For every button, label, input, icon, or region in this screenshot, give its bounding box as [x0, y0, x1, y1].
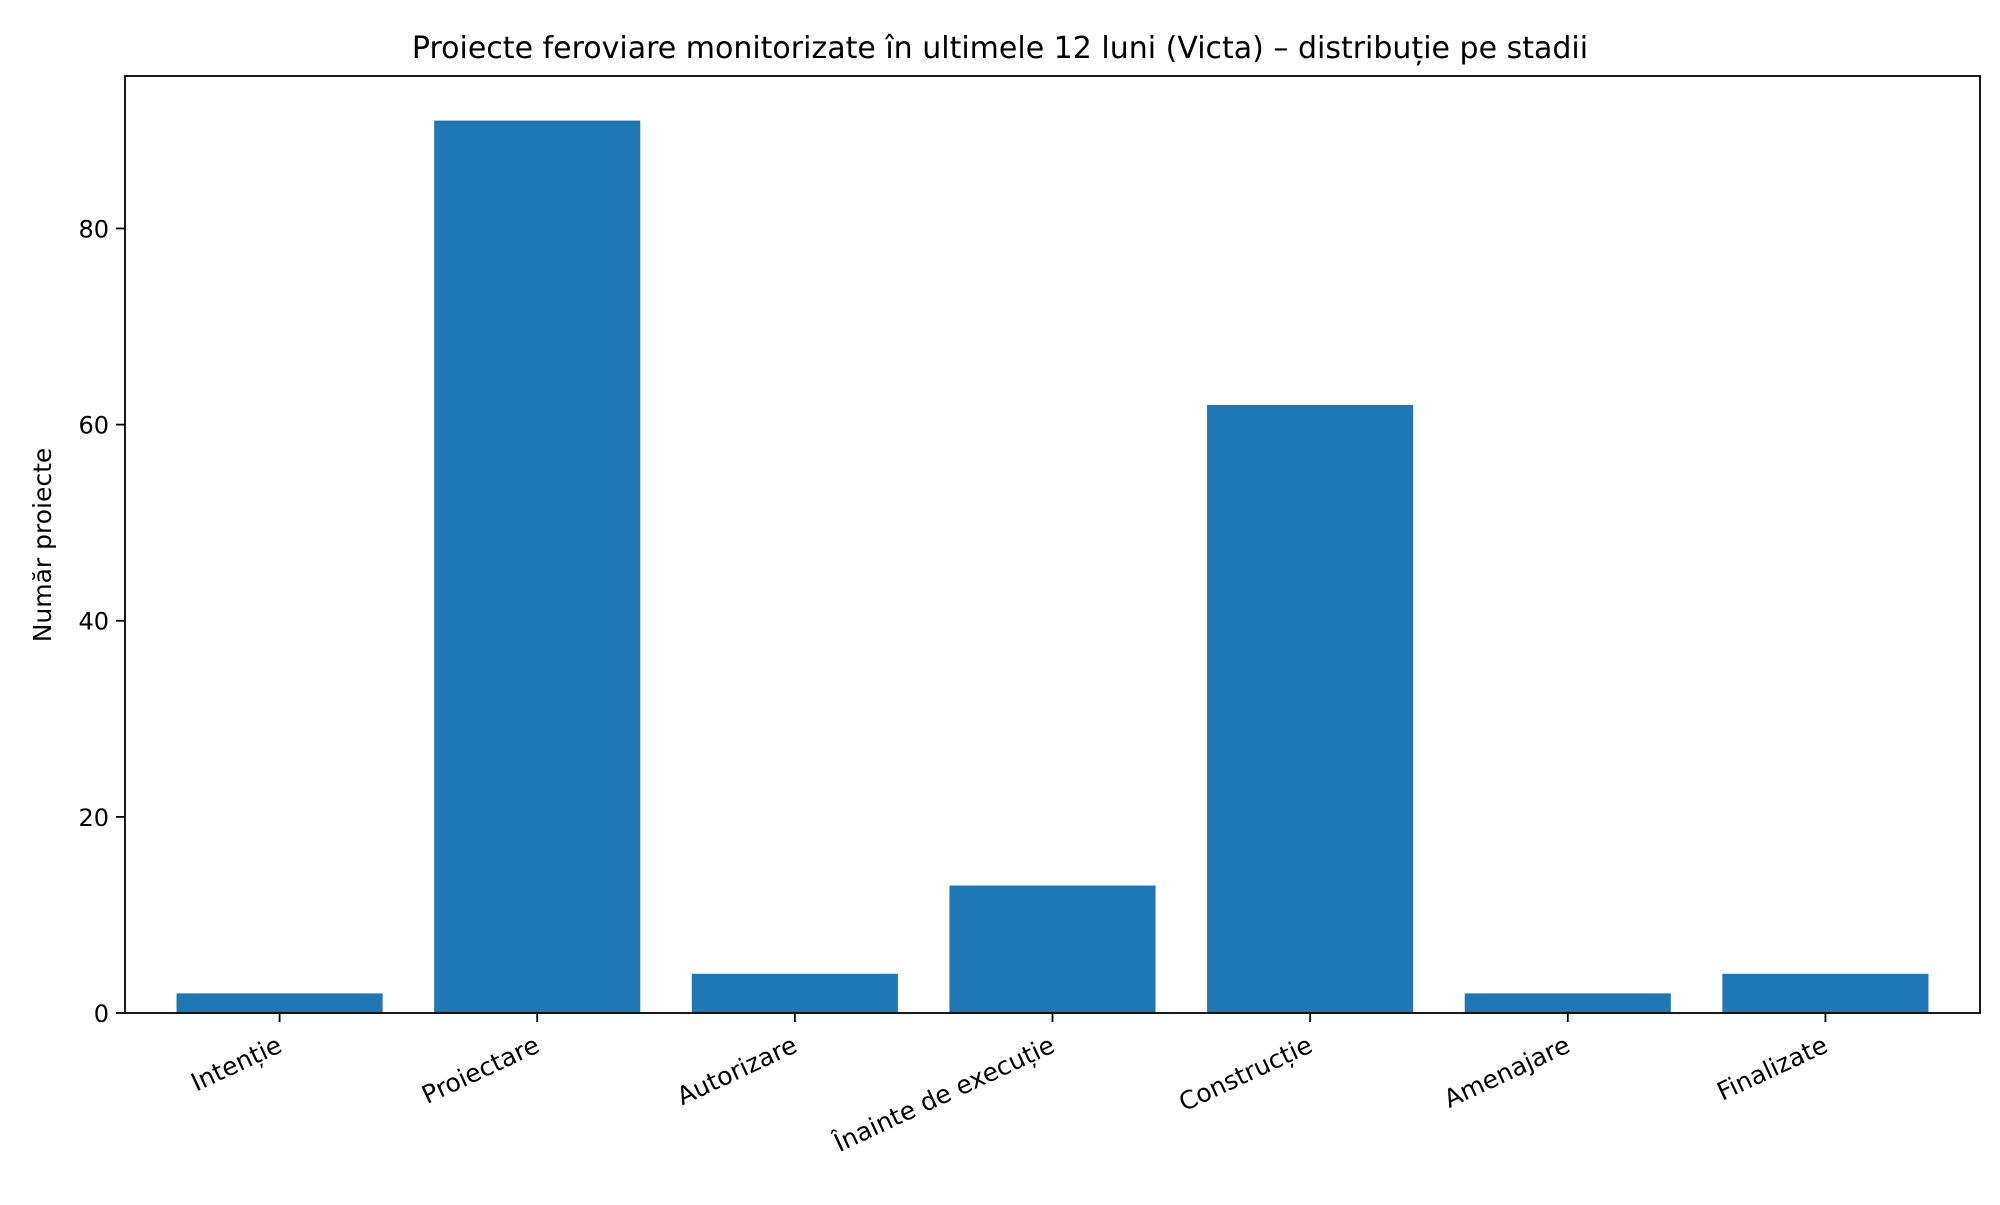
- bar-4: [1207, 405, 1414, 1014]
- bar-5: [1464, 993, 1671, 1013]
- bars-layer: [176, 120, 1929, 1014]
- y-tick-label: 80: [78, 215, 109, 243]
- chart-title: Proiecte feroviare monitorizate în ultim…: [412, 31, 1588, 66]
- bar-6: [1722, 973, 1929, 1013]
- y-tick-label: 0: [94, 1000, 109, 1028]
- bar-2: [691, 973, 898, 1013]
- y-tick-label: 20: [78, 804, 109, 832]
- bar-0: [176, 993, 383, 1013]
- bar-1: [434, 120, 641, 1014]
- bar-3: [949, 885, 1156, 1013]
- y-tick-label: 60: [78, 412, 109, 440]
- y-axis-label: Număr proiecte: [28, 448, 57, 643]
- plot-frame: [124, 75, 1981, 1014]
- y-ticks-layer: 0 20 40 60 80: [78, 215, 125, 1028]
- y-tick-label: 40: [78, 608, 109, 636]
